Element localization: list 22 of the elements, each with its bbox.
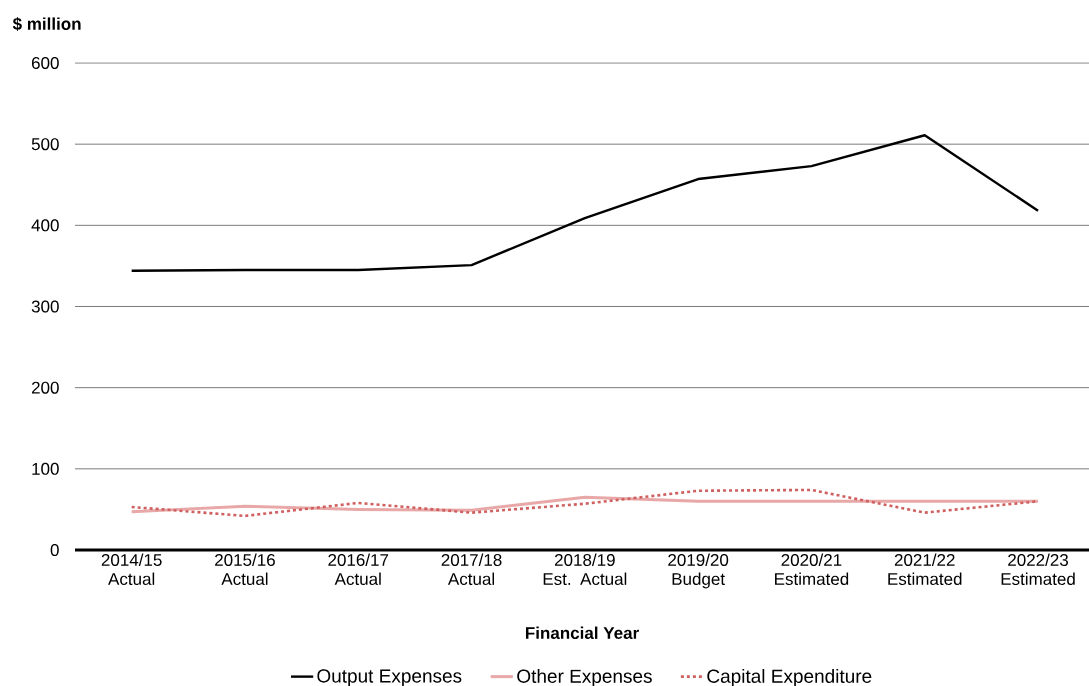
y-tick-label: 600	[31, 56, 59, 70]
x-tick-label: 2018/19 Est. Actual	[543, 553, 627, 586]
x-tick-label: 2019/20 Budget	[668, 553, 729, 589]
y-tick-label: 100	[32, 462, 59, 475]
x-tick-label: 2014/15 Actual	[101, 553, 162, 586]
y-tick-label: 200	[31, 381, 59, 394]
legend-label: Output Expenses	[317, 669, 462, 686]
y-tick-label: 0	[50, 543, 59, 557]
y-tick-label: 400	[31, 219, 59, 232]
x-tick-label: 2017/18 Actual	[441, 553, 502, 586]
x-tick-label: 2021/22 Estimated	[888, 553, 962, 586]
x-tick-label: 2022/23 Estimated	[1001, 553, 1075, 586]
legend-label: Capital Expenditure	[707, 668, 872, 686]
y-tick-label: 300	[31, 300, 59, 313]
x-tick-label: 2016/17 Actual	[328, 553, 389, 586]
x-tick-label: 2015/16 Actual	[215, 553, 275, 586]
y-axis-title: $ million	[12, 17, 81, 31]
x-tick-label: 2020/21 Estimated	[775, 553, 849, 586]
x-axis-title: Financial Year	[525, 626, 639, 640]
y-tick-label: 500	[31, 138, 59, 151]
legend-label: Other Expenses	[517, 668, 652, 686]
line-series	[130, 134, 1040, 272]
